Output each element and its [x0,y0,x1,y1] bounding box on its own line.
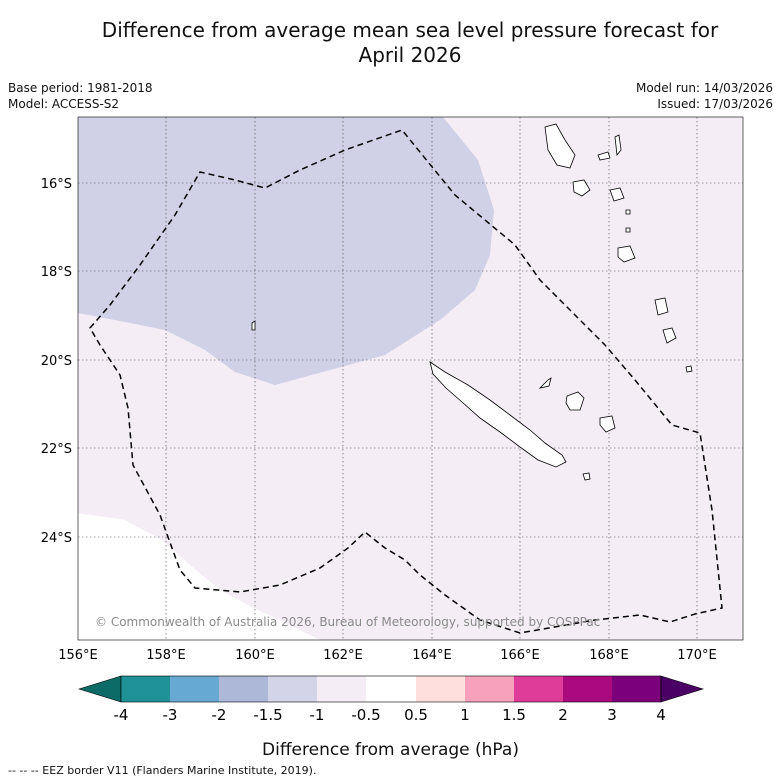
matthew-island [685,365,693,373]
efate-island [609,187,625,202]
isle-of-pines-island [582,472,591,481]
colorbar-swatch [317,676,366,702]
colorbar-swatch [465,676,514,702]
small-islet-2 [625,227,631,233]
lon-label: 164°E [412,648,452,663]
colorbar-tick: 4 [656,706,666,724]
colorbar-tick: -1 [310,706,325,724]
colorbar-swatch [170,676,219,702]
lat-label: 24°S [41,531,72,546]
ambae-island [597,151,611,161]
colorbar-tick: -4 [114,706,129,724]
colorbar-tick: -0.5 [351,706,380,724]
base-period-text: Base period: 1981-2018 [8,81,153,95]
espiritu-santo-island [544,123,576,169]
chart-title: Difference from average mean sea level p… [0,18,781,68]
model-text: Model: ACCESS-S2 [8,97,120,111]
malekula-island [572,179,591,197]
small-islet-1 [625,209,631,215]
lat-label: 22°S [41,442,72,457]
pentecost-island [614,134,622,157]
field-minus1-region [78,117,494,385]
lon-label: 158°E [146,648,186,663]
colorbar-swatch [366,676,416,702]
issued-text: Issued: 17/03/2026 [657,97,773,111]
lat-label: 18°S [41,265,72,280]
lat-label: 16°S [41,177,72,192]
colorbar-tick: -2 [212,706,227,724]
coastlines [251,123,693,481]
map-frame [77,116,744,641]
title-line-2: April 2026 [358,43,462,67]
aneityum-island [662,327,677,344]
colorbar-swatch [268,676,317,702]
meta-left: Base period: 1981-2018 Model: ACCESS-S2 [8,80,153,112]
lat-label: 20°S [41,354,72,369]
meta-right: Model run: 14/03/2026 Issued: 17/03/2026 [636,80,773,112]
colorbar-extend-high [660,675,705,703]
colorbar-tick-labels: -4 -3 -2 -1.5 -1 -0.5 0.5 1 1.5 2 3 4 [114,706,666,724]
lifou-island [565,391,585,411]
colorbar-tick: 1 [460,706,470,724]
colorbar [77,675,705,703]
eez-border [89,129,723,634]
colorbar-extend-low [77,675,122,703]
colorbar-swatch [514,676,563,702]
gridlines [78,117,743,640]
colorbar-swatch [416,676,465,702]
anomaly-field [78,117,743,640]
colorbar-tick: 3 [607,706,617,724]
lon-label: 156°E [58,648,98,663]
colorbar-swatch [563,676,612,702]
title-line-1: Difference from average mean sea level p… [101,18,719,42]
colorbar-tick: 2 [558,706,568,724]
tanna-island [654,297,669,316]
ouvea-island [538,377,552,389]
colorbar-swatch [612,676,661,702]
colorbar-swatch [219,676,268,702]
mare-island [599,415,616,433]
colorbar-frame [120,675,662,703]
colorbar-tick: 0.5 [404,706,428,724]
lon-label: 170°E [677,648,717,663]
colorbar-label: Difference from average (hPa) [262,740,519,760]
lon-label: 166°E [500,648,540,663]
model-run-text: Model run: 14/03/2026 [635,81,773,95]
colorbar-swatch [121,676,170,702]
lon-label: 168°E [589,648,629,663]
erromango-island [617,245,636,263]
chesterfield-islet [251,320,256,331]
eez-footnote: -- -- -- EEZ border V11 (Flanders Marine… [8,764,317,777]
lat-axis-labels: 16°S 18°S 20°S 22°S 24°S [41,177,72,546]
lon-label: 162°E [323,648,363,663]
colorbar-tick: 1.5 [502,706,526,724]
lon-axis-labels: 156°E 158°E 160°E 162°E 164°E 166°E 168°… [58,648,717,663]
new-caledonia-island [429,361,567,468]
copyright-text: © Commonwealth of Australia 2026, Bureau… [95,615,600,629]
field-neutral-region [78,513,320,640]
lon-label: 160°E [235,648,275,663]
colorbar-tick: -3 [163,706,178,724]
colorbar-tick: -1.5 [253,706,282,724]
